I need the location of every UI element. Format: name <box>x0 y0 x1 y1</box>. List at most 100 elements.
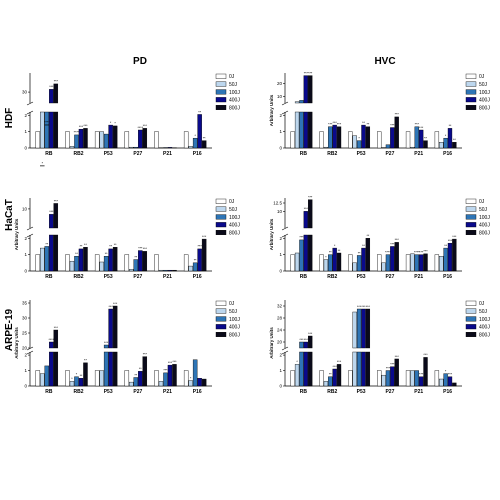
panel-pd-arpe-19-significance-label: *** <box>54 326 59 330</box>
panel-pd-hacat-significance-label: ** <box>134 255 137 259</box>
panel-hvc-hdf-legend-label-0J: 0J <box>479 74 485 80</box>
panel-pd-arpe-19-significance-label: *** <box>104 341 109 345</box>
panel-pd-arpe-19-bar-P53-800J <box>112 351 118 387</box>
panel-pd-hdf-bar-P53-50J <box>99 131 104 149</box>
panel-pd-hdf-legend-swatch-0J <box>215 73 227 79</box>
panel-pd-arpe-19-significance-label: *** <box>109 305 114 309</box>
panel-pd-arpe-19-bar-P53-100J-upper <box>103 344 109 349</box>
panel-hvc-hdf-significance-label: * <box>358 136 360 140</box>
panel-pd-arpe-19-bar-RB-100J <box>44 365 50 387</box>
panel-pd-hdf-significance-label: * <box>114 122 116 126</box>
panel-hvc-hdf-bar-P53-400J <box>361 124 366 149</box>
panel-pd-hdf-significance-label: **** <box>74 131 80 135</box>
panel-hvc-arpe-19-bar-P53-0J <box>348 370 353 387</box>
panel-hvc-hdf-legend-label-50J: 50J <box>479 82 488 88</box>
panel-hvc-hacat-bar-RB-0J <box>290 254 295 272</box>
panel-pd-hacat-legend-label-50J: 50J <box>229 207 238 213</box>
panel-pd-hacat-bar-P27-400J <box>138 250 143 272</box>
panel-hvc-arpe-19-category-label-P53: P53 <box>357 389 366 395</box>
panel-hvc-arpe-19-bar-RB2-800J <box>336 364 342 387</box>
panel-pd-arpe-19-legend-swatch-400J <box>215 324 227 330</box>
panel-pd-hdf-category-label-P53: P53 <box>104 151 113 157</box>
panel-hvc-arpe-19-bar-RB-100J <box>299 351 304 387</box>
panel-hvc-hacat-significance-label: ** <box>366 234 369 238</box>
panel-pd-arpe-19-y-axis-label: Arbitrary Units <box>14 327 19 359</box>
panel-hvc-hacat-significance-label: *** <box>419 250 424 254</box>
panel-hvc-arpe-19-bar-P16-400J <box>447 376 453 387</box>
panel-hvc-arpe-19-legend-swatch-400J <box>465 324 477 330</box>
panel-pd-arpe-19-bar-P27-0J <box>124 370 130 387</box>
panel-hvc-hdf-significance-label: ** <box>366 123 369 127</box>
panel-hvc-arpe-19-significance-label: *** <box>304 338 309 342</box>
panel-hvc-hacat-bar-RB2-100J <box>328 254 333 272</box>
panel-hvc-arpe-19-significance-label: *** <box>361 305 366 309</box>
panel-hvc-hacat-bar-RB-100J <box>299 239 304 272</box>
panel-hvc-arpe-19-legend-swatch-50J <box>465 308 477 314</box>
panel-pd-hacat-category-label-RB: RB <box>45 274 53 280</box>
panel-pd-arpe-19-legend-label-400J: 400J <box>229 325 240 331</box>
panel-hvc-arpe-19-bar-RB-800J <box>308 351 313 387</box>
panel-pd-arpe-19-category-label-RB2: RB2 <box>73 389 83 395</box>
panel-hvc-hdf-significance-label: *** <box>308 71 313 75</box>
panel-hvc-arpe-19-bar-RB-400J <box>303 351 308 387</box>
panel-pd-hdf-significance-label: ** <box>203 136 206 140</box>
panel-pd-hdf-bar-P27-0J <box>124 131 130 149</box>
panel-pd-hacat-bar-P21-800J <box>172 269 177 272</box>
panel-pd-arpe-19-bar-P53-400J <box>108 351 113 387</box>
panel-pd-arpe-19-bar-RB-0J <box>35 370 41 387</box>
panel-hvc-arpe-19-significance-label: * <box>445 369 447 373</box>
panel-hvc-arpe-19-significance-label: *** <box>337 360 342 364</box>
panel-pd-hacat-significance-label: ** <box>84 243 87 247</box>
panel-hvc-hdf-legend-label-800J: 800J <box>479 105 490 111</box>
panel-pd-hdf-bar-P16-50J <box>188 146 193 149</box>
panel-pd-arpe-19-significance-label: * <box>76 373 78 377</box>
panel-hvc-arpe-19-category-label-RB2: RB2 <box>327 389 337 395</box>
panel-hvc-hacat-bar-RB-800J-upper <box>308 199 313 229</box>
panel-pd-arpe-19-bar-P27-100J <box>133 377 139 387</box>
panel-pd-hdf-legend-swatch-800J <box>215 104 227 110</box>
panel-pd-hacat-axis-break-mark <box>26 233 34 238</box>
panel-pd-hacat-bar-P21-50J <box>158 269 164 272</box>
panel-pd-hdf-bar-P16-0J <box>183 131 189 149</box>
panel-pd-hdf-bar-RB-100J <box>44 111 50 149</box>
panel-hvc-hdf-y-axis-label: Arbitrary Units <box>269 94 274 126</box>
panel-pd-hacat-significance-label: *** <box>49 210 54 214</box>
panel-hvc-arpe-19-bar-P53-800J <box>365 351 371 387</box>
panel-pd-hacat-bar-P53-100J <box>103 256 109 272</box>
panel-pd-hdf-legend-label-0J: 0J <box>229 74 235 80</box>
column-title-pd: PD <box>133 56 147 67</box>
panel-pd-hdf-bar-RB-800J-upper <box>53 83 59 104</box>
panel-hvc-hacat-bar-P27-800J <box>394 242 399 272</box>
panel-pd-arpe-19-tick-label: 25 <box>22 331 28 336</box>
panel-hvc-arpe-19-bar-RB-800J-upper <box>308 335 313 349</box>
panel-pd-hdf-bar-P16-800J <box>201 140 207 149</box>
panel-hvc-hacat-legend-swatch-400J <box>465 222 477 228</box>
panel-hvc-hdf-bar-P53-50J <box>352 135 357 149</box>
panel-hvc-hdf-tick-label: 2 <box>279 113 282 118</box>
panel-pd-hacat-bar-RB-400J <box>49 234 54 272</box>
panel-pd-hdf-bar-P27-400J <box>138 129 143 149</box>
panel-hvc-arpe-19-axis-break-mark <box>281 346 289 351</box>
panel-hvc-arpe-19-legend-swatch-0J <box>465 300 477 306</box>
panel-pd-arpe-19-tick-label: 35 <box>22 301 28 306</box>
panel-hvc-hacat-significance-label: **** <box>414 250 420 254</box>
panel-hvc-hacat-legend-swatch-100J <box>465 214 477 220</box>
panel-hvc-hacat-bar-P21-0J <box>405 254 411 272</box>
panel-hvc-hacat-significance-label: * <box>325 255 327 259</box>
panel-hvc-arpe-19-bar-P53-400J-upper <box>361 308 366 349</box>
panel-hvc-hdf-legend-swatch-400J <box>465 97 477 103</box>
panel-pd-arpe-19-bar-RB2-100J <box>74 376 79 387</box>
panel-hvc-arpe-19-bar-P27-100J <box>385 370 391 387</box>
panel-pd-hacat-bar-P21-0J <box>154 254 159 272</box>
panel-hvc-hdf-bar-P21-800J <box>423 140 428 149</box>
panel-pd-hdf-significance-label: *** <box>54 80 59 84</box>
panel-hvc-arpe-19-bar-RB-100J-upper <box>299 341 304 349</box>
panel-hvc-hacat-legend-label-50J: 50J <box>479 207 488 213</box>
panel-pd-arpe-19-significance-label: *** <box>113 302 118 306</box>
panel-hvc-hacat-significance-label: ** <box>444 244 447 248</box>
panel-pd-hdf-bar-RB2-400J <box>78 128 84 149</box>
panel-hvc-arpe-19-bar-P53-100J <box>356 351 362 387</box>
panel-pd-hdf-significance-label: * <box>42 162 44 166</box>
panel-pd-arpe-19-tick-label: 1 <box>24 368 27 373</box>
panel-pd-hacat-bar-P53-50J <box>99 261 104 272</box>
